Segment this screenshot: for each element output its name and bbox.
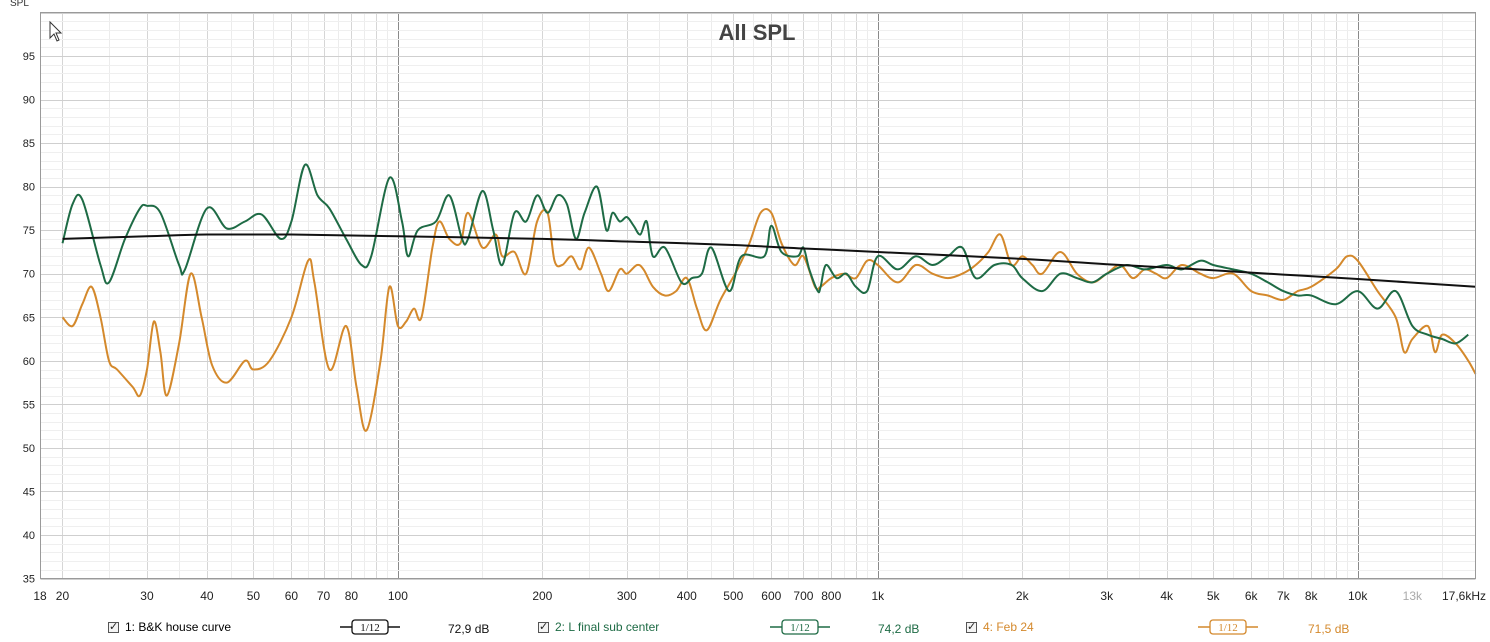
smoothing-text-2: 1/12 [790,622,810,634]
plot-background [0,0,1490,616]
smoothing-icon-1[interactable]: 1/12 [340,619,400,635]
mouse-cursor-icon [49,20,63,42]
plot-frame [40,12,1476,579]
legend-level-2: 74,2 dB [878,622,920,636]
y-tick-label: 70 [23,269,35,281]
spl-chart[interactable]: 35 40 45 50 55 60 65 70 75 80 85 90 95 18 20 30 40 50 60 7… [0,0,1490,616]
series-line-3 [61,207,1477,432]
y-tick-label: 95 [23,51,35,63]
legend-item-1[interactable]: 1: B&K house curve [108,620,231,634]
y-tick-label: 80 [23,182,35,194]
legend-level-3: 71,5 dB [1308,622,1350,636]
y-tick-label: 90 [23,95,35,107]
x-tick-label: 3k [1100,589,1114,603]
plot-series [61,163,1477,432]
legend: 1: B&K house curve 1/12 72,9 dB 2: L fin… [0,616,1490,642]
series-line-1 [62,233,1476,288]
legend-item-2[interactable]: 2: L final sub center [538,620,659,634]
x-tick-label: 200 [532,589,552,603]
x-tick-label: 6k [1245,589,1259,603]
x-tick-label: 300 [617,589,637,603]
x-tick-label: 5k [1207,589,1221,603]
smoothing-icon-2[interactable]: 1/12 [770,619,830,635]
x-tick-label: 60 [285,589,299,603]
legend-name-1: 1: B&K house curve [125,620,232,634]
x-tick-label: 18 [33,589,47,603]
x-axis: 18 20 30 40 50 60 70 80 100 200 300 400 500 600 700 800… [33,589,1423,603]
y-tick-label: 45 [23,486,35,498]
x-tick-label: 700 [793,589,813,603]
x-tick-label: 10k [1348,589,1368,603]
legend-checkbox-3[interactable] [966,620,977,633]
x-tick-label: 20 [56,589,70,603]
x-tick-label: 400 [677,589,697,603]
x-tick-label: 8k [1305,589,1319,603]
y-tick-label: 35 [23,574,35,586]
x-tick-label: 30 [140,589,154,603]
legend-level-1: 72,9 dB [448,622,490,636]
x-tick-label: 7k [1277,589,1291,603]
legend-checkbox-1[interactable] [108,620,119,633]
y-tick-label: 65 [23,312,35,324]
legend-item-3[interactable]: 4: Feb 24 [966,620,1034,634]
y-axis: 35 40 45 50 55 60 65 70 75 80 85 90 95 [23,51,35,585]
y-tick-label: 50 [23,443,35,455]
legend-name-3: 4: Feb 24 [983,620,1034,634]
x-tick-label: 80 [345,589,359,603]
legend-name-2: 2: L final sub center [555,620,660,634]
x-tick-label: 1k [871,589,885,603]
x-tick-label: 40 [200,589,214,603]
smoothing-text-3: 1/12 [1218,622,1238,634]
x-tick-label: 50 [247,589,261,603]
x-tick-label: 600 [761,589,781,603]
smoothing-text-1: 1/12 [360,622,380,634]
legend-checkbox-2[interactable] [538,620,549,633]
x-tick-label: 70 [317,589,331,603]
y-tick-label: 85 [23,138,35,150]
y-tick-label: 60 [23,356,35,368]
y-tick-label: 75 [23,225,35,237]
x-tick-label: 100 [388,589,408,603]
x-tick-label: 800 [821,589,841,603]
y-tick-label: 55 [23,399,35,411]
x-tick-label: 13k [1403,589,1423,603]
y-axis-label: SPL [10,0,29,9]
chart-title: All SPL [718,20,795,45]
x-tick-label: 500 [723,589,743,603]
plot-grid [40,12,1476,580]
x-tick-label: 2k [1016,589,1030,603]
y-tick-label: 40 [23,530,35,542]
series-line-2 [61,163,1469,345]
x-tick-label: 4k [1160,589,1174,603]
smoothing-icon-3[interactable]: 1/12 [1198,619,1258,635]
x-axis-unit-label: 17,6kHz [1442,589,1486,603]
